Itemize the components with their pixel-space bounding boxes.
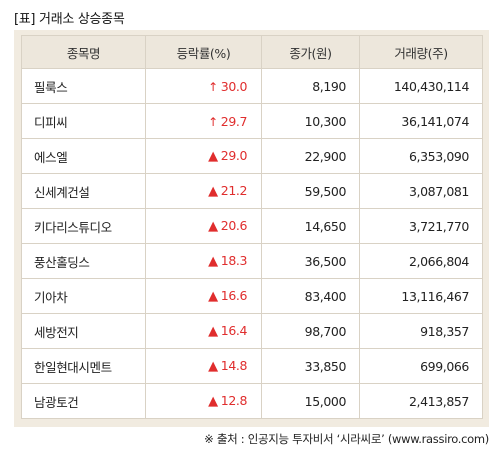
change-rate-cell: ↑ 29.7	[145, 103, 262, 139]
table-frame: 종목명 등락률(%) 종가(원) 거래량(주) 필룩스 ↑ 30.0 8,190 140…	[14, 30, 489, 427]
up-triangle-icon: ▲	[208, 219, 218, 234]
table-row: 필룩스 ↑ 30.0 8,190 140,430,114	[21, 68, 483, 104]
stock-name: 풍산홀딩스	[21, 243, 146, 279]
up-triangle-icon: ▲	[208, 324, 218, 339]
trade-volume: 918,357	[359, 313, 483, 349]
change-rate-cell: ↑ 30.0	[145, 68, 262, 104]
change-rate-cell: ▲ 29.0	[145, 138, 262, 174]
trade-volume: 13,116,467	[359, 278, 483, 314]
page-title: [표] 거래소 상승종목	[14, 12, 125, 27]
stock-name: 디피씨	[21, 103, 146, 139]
closing-price: 22,900	[261, 138, 360, 174]
table-row: 한일현대시멘트 ▲ 14.8 33,850 699,066	[21, 348, 483, 384]
change-rate-cell: ▲ 16.6	[145, 278, 262, 314]
stock-name: 필룩스	[21, 68, 146, 104]
source-note: ※ 출처 : 인공지능 투자비서 ‘시라씨로’ (www.rassiro.com…	[204, 432, 489, 446]
trade-volume: 2,066,804	[359, 243, 483, 279]
change-rate-value: 29.0	[220, 148, 248, 163]
stock-name: 세방전지	[21, 313, 146, 349]
change-rate-cell: ▲ 14.8	[145, 348, 262, 384]
up-arrow-icon: ↑	[208, 79, 218, 94]
table-row: 풍산홀딩스 ▲ 18.3 36,500 2,066,804	[21, 243, 483, 279]
change-rate-value: 16.4	[220, 323, 248, 338]
stock-name: 남광토건	[21, 383, 146, 419]
table-row: 기아차 ▲ 16.6 83,400 13,116,467	[21, 278, 483, 314]
trade-volume: 2,413,857	[359, 383, 483, 419]
trade-volume: 6,353,090	[359, 138, 483, 174]
change-rate-value: 29.7	[220, 113, 248, 129]
up-triangle-icon: ▲	[208, 394, 218, 409]
closing-price: 83,400	[261, 278, 360, 314]
change-rate-cell: ▲ 20.6	[145, 208, 262, 244]
table-row: 세방전지 ▲ 16.4 98,700 918,357	[21, 313, 483, 349]
header-closing-price: 종가(원)	[261, 35, 360, 69]
rising-stocks-table: 종목명 등락률(%) 종가(원) 거래량(주) 필룩스 ↑ 30.0 8,190 140…	[21, 35, 483, 419]
closing-price: 36,500	[261, 243, 360, 279]
up-triangle-icon: ▲	[208, 359, 218, 374]
change-rate-cell: ▲ 12.8	[145, 383, 262, 419]
header-stock-name: 종목명	[21, 35, 146, 69]
change-rate-value: 14.8	[220, 358, 248, 373]
table-header-row: 종목명 등락률(%) 종가(원) 거래량(주)	[21, 35, 483, 69]
stock-name: 키다리스튜디오	[21, 208, 146, 244]
trade-volume: 699,066	[359, 348, 483, 384]
table-row: 신세계건설 ▲ 21.2 59,500 3,087,081	[21, 173, 483, 209]
stock-name: 신세계건설	[21, 173, 146, 209]
up-triangle-icon: ▲	[208, 184, 218, 199]
change-rate-value: 21.2	[220, 183, 248, 198]
closing-price: 15,000	[261, 383, 360, 419]
trade-volume: 3,721,770	[359, 208, 483, 244]
change-rate-value: 18.3	[220, 253, 248, 268]
up-triangle-icon: ▲	[208, 289, 218, 304]
table-row: 에스엘 ▲ 29.0 22,900 6,353,090	[21, 138, 483, 174]
trade-volume: 3,087,081	[359, 173, 483, 209]
closing-price: 33,850	[261, 348, 360, 384]
trade-volume: 36,141,074	[359, 103, 483, 139]
change-rate-cell: ▲ 16.4	[145, 313, 262, 349]
header-volume: 거래량(주)	[359, 35, 483, 69]
up-triangle-icon: ▲	[208, 149, 218, 164]
table-row: 남광토건 ▲ 12.8 15,000 2,413,857	[21, 383, 483, 419]
change-rate-value: 20.6	[220, 218, 248, 233]
table-row: 디피씨 ↑ 29.7 10,300 36,141,074	[21, 103, 483, 139]
up-arrow-icon: ↑	[208, 114, 218, 129]
change-rate-value: 12.8	[220, 393, 248, 408]
trade-volume: 140,430,114	[359, 68, 483, 104]
up-triangle-icon: ▲	[208, 254, 218, 269]
closing-price: 14,650	[261, 208, 360, 244]
closing-price: 10,300	[261, 103, 360, 139]
closing-price: 8,190	[261, 68, 360, 104]
change-rate-cell: ▲ 21.2	[145, 173, 262, 209]
stock-name: 에스엘	[21, 138, 146, 174]
table-row: 키다리스튜디오 ▲ 20.6 14,650 3,721,770	[21, 208, 483, 244]
change-rate-value: 30.0	[220, 78, 248, 94]
stock-name: 한일현대시멘트	[21, 348, 146, 384]
closing-price: 98,700	[261, 313, 360, 349]
header-change-rate: 등락률(%)	[145, 35, 262, 69]
change-rate-cell: ▲ 18.3	[145, 243, 262, 279]
closing-price: 59,500	[261, 173, 360, 209]
stock-name: 기아차	[21, 278, 146, 314]
table-body: 필룩스 ↑ 30.0 8,190 140,430,114 디피씨 ↑ 29.7 10,300 36…	[21, 68, 483, 419]
change-rate-value: 16.6	[220, 288, 248, 303]
